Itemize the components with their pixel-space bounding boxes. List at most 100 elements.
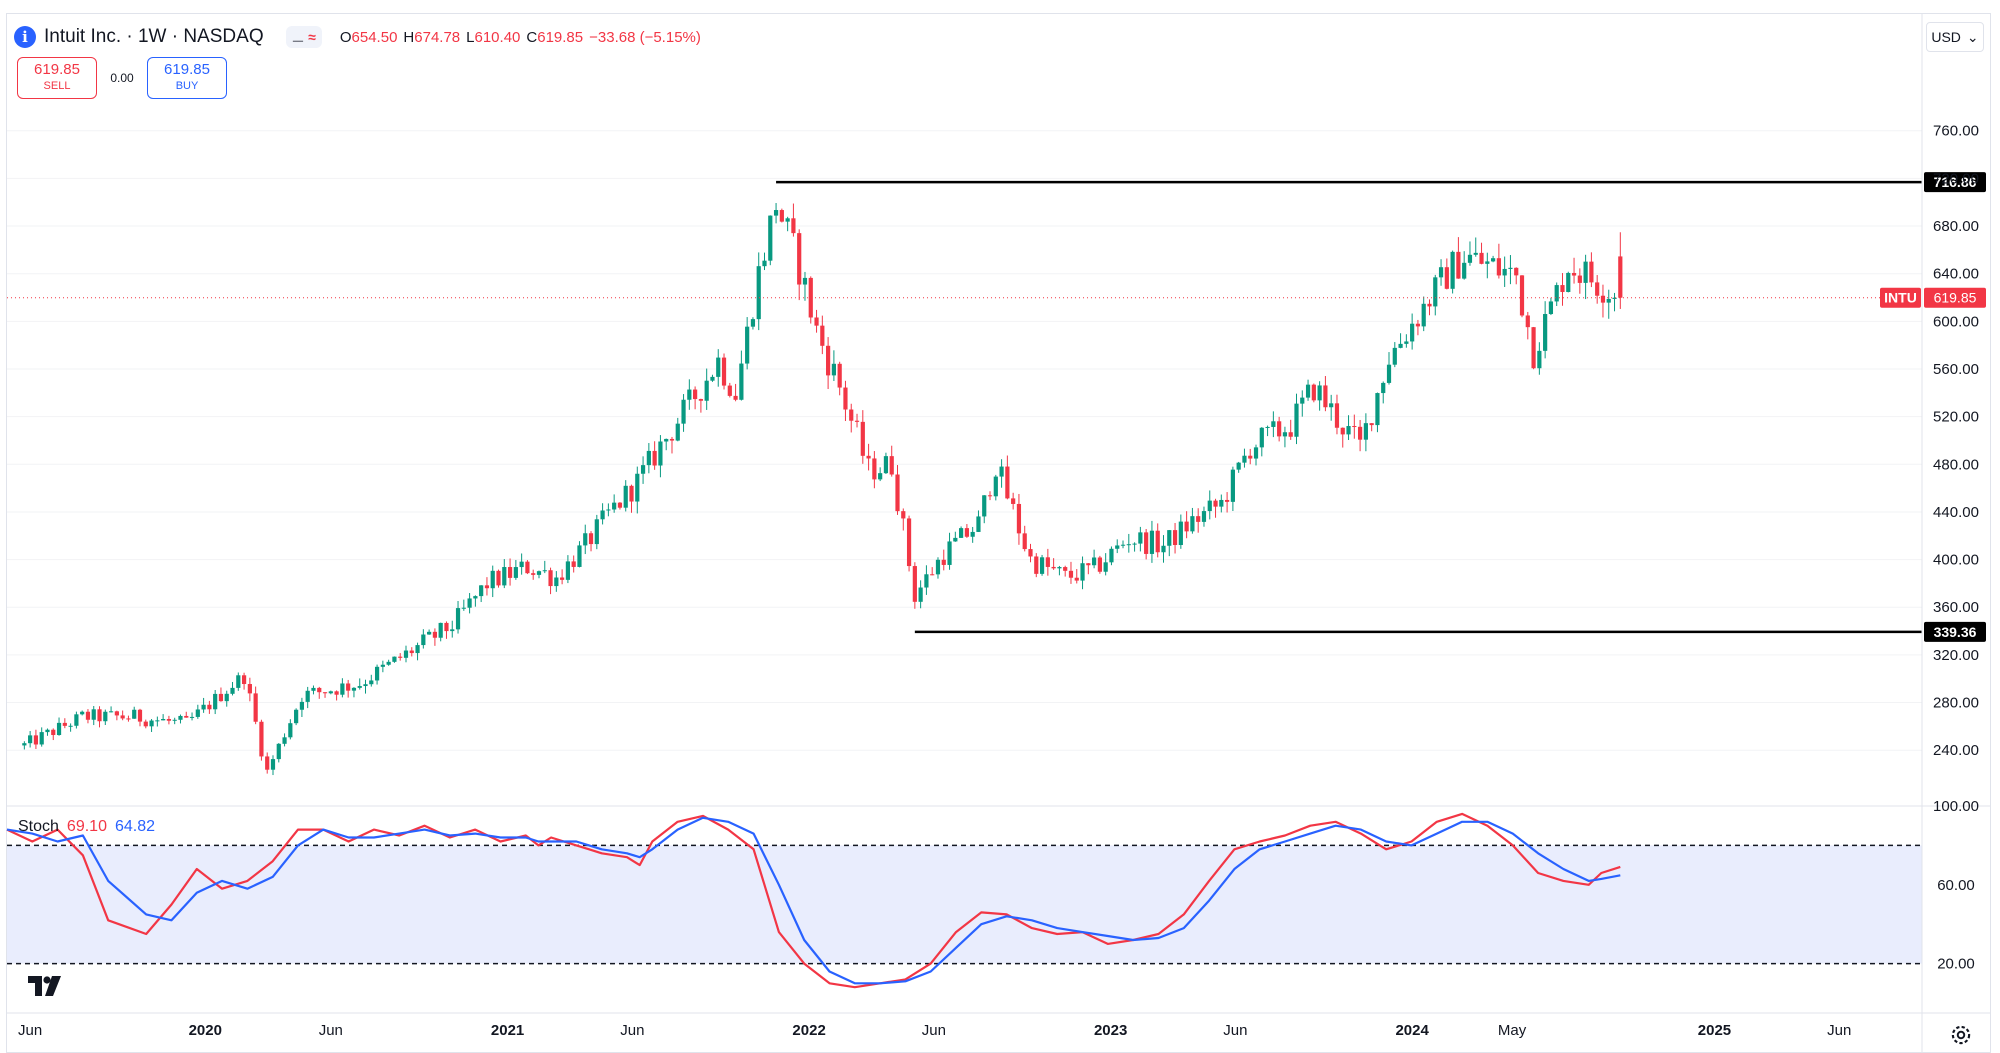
candle-body xyxy=(103,711,108,722)
candle-body xyxy=(519,561,524,568)
candle-body xyxy=(386,661,391,665)
buy-button[interactable]: 619.85 BUY xyxy=(147,57,227,99)
candle-body xyxy=(346,683,351,691)
currency-select[interactable]: USD ⌄ xyxy=(1926,22,1984,52)
time-tick-label: 2024 xyxy=(1395,1022,1429,1039)
candle-body xyxy=(693,389,698,400)
candle-body xyxy=(351,687,357,691)
candle-body xyxy=(1444,267,1449,289)
candle-body xyxy=(762,260,767,267)
candle-body xyxy=(108,711,114,713)
candle-body xyxy=(467,598,472,608)
candle-body xyxy=(1086,563,1091,566)
candle-body xyxy=(1259,427,1264,448)
info-icon[interactable]: i xyxy=(14,26,36,48)
candle-body xyxy=(398,656,403,658)
candle-body xyxy=(1346,426,1351,435)
candle-body xyxy=(1618,256,1623,298)
candle-body xyxy=(357,686,362,688)
candle-body xyxy=(1334,403,1340,428)
candle-body xyxy=(1103,562,1108,572)
candle-body xyxy=(432,631,438,638)
candle-body xyxy=(785,218,790,222)
candle-body xyxy=(68,725,73,727)
candle-body xyxy=(1178,521,1183,546)
high-label: H xyxy=(403,28,415,46)
candle-body xyxy=(1479,252,1484,264)
candle-body xyxy=(1589,261,1594,283)
candle-body xyxy=(1496,258,1501,276)
candle-body xyxy=(860,421,865,456)
price-tick-label: 240.00 xyxy=(1933,742,1979,759)
candle-body xyxy=(1109,548,1114,563)
indicator-toggle[interactable]: ⚊ ≈ xyxy=(285,26,322,48)
gear-icon[interactable] xyxy=(1948,1022,1974,1048)
candle-body xyxy=(1253,447,1259,459)
candle-body xyxy=(675,423,680,441)
candle-body xyxy=(132,709,137,719)
candle-body xyxy=(328,691,333,694)
candle-body xyxy=(843,387,848,410)
candle-body xyxy=(866,455,871,459)
candle-body xyxy=(1172,530,1178,546)
candle-body xyxy=(1305,384,1311,398)
candle-body xyxy=(1196,516,1201,522)
sell-button[interactable]: 619.85 SELL xyxy=(17,57,97,99)
candle-body xyxy=(1016,503,1022,534)
candle-body xyxy=(415,645,420,654)
candle-body xyxy=(1132,543,1137,545)
candle-body xyxy=(421,634,426,646)
low-value: 610.40 xyxy=(474,28,521,46)
candle-body xyxy=(1317,385,1322,401)
candle-body xyxy=(588,533,594,545)
candle-body xyxy=(912,566,917,602)
stoch-legend[interactable]: Stoch 69.10 64.82 xyxy=(18,818,155,836)
candle-body xyxy=(479,585,484,597)
candle-body xyxy=(1427,303,1432,307)
legend-header: i Intuit Inc. · 1W · NASDAQ ⚊ ≈ O654.50 … xyxy=(14,22,701,52)
candle-body xyxy=(1566,272,1571,292)
candle-body xyxy=(1034,556,1039,574)
candle-body xyxy=(444,622,449,632)
candle-body xyxy=(1144,532,1149,554)
candle-body xyxy=(727,385,732,396)
candle-body xyxy=(1537,350,1542,369)
candle-body xyxy=(814,317,819,326)
candle-body xyxy=(658,441,663,466)
symbol-title[interactable]: Intuit Inc. · 1W · NASDAQ xyxy=(44,26,264,47)
candle-body xyxy=(756,266,761,320)
candle-body xyxy=(1057,567,1062,569)
candle-body xyxy=(849,409,854,421)
time-tick-label: 2020 xyxy=(189,1022,222,1039)
candle-body xyxy=(1363,423,1368,440)
price-tick-label: 720.00 xyxy=(1933,170,1979,187)
candle-body xyxy=(889,456,894,475)
candle-body xyxy=(745,326,750,364)
candle-body xyxy=(1421,303,1426,327)
candle-body xyxy=(1438,267,1444,278)
candle-body xyxy=(1531,327,1536,369)
candle-body xyxy=(1219,499,1224,507)
candle-body xyxy=(1415,323,1421,327)
candle-body xyxy=(924,574,929,588)
candle-body xyxy=(999,466,1004,477)
candle-body xyxy=(1386,364,1392,383)
candle-body xyxy=(976,516,981,532)
candle-body xyxy=(918,587,923,602)
candle-body xyxy=(542,570,547,572)
candle-body xyxy=(791,218,796,234)
candle-body xyxy=(374,666,380,681)
candle-body xyxy=(369,680,374,685)
candle-body xyxy=(1167,530,1172,546)
stoch-tick-label: 100.00 xyxy=(1933,798,1979,815)
candle-body xyxy=(195,709,200,717)
candle-body xyxy=(1051,566,1056,569)
tradingview-logo-icon[interactable] xyxy=(28,976,64,996)
candle-body xyxy=(322,692,328,694)
candle-body xyxy=(1525,315,1530,328)
currency-label: USD xyxy=(1931,29,1961,45)
time-tick-label: Jun xyxy=(1827,1022,1851,1039)
candle-body xyxy=(820,325,825,346)
candle-body xyxy=(1450,251,1455,289)
